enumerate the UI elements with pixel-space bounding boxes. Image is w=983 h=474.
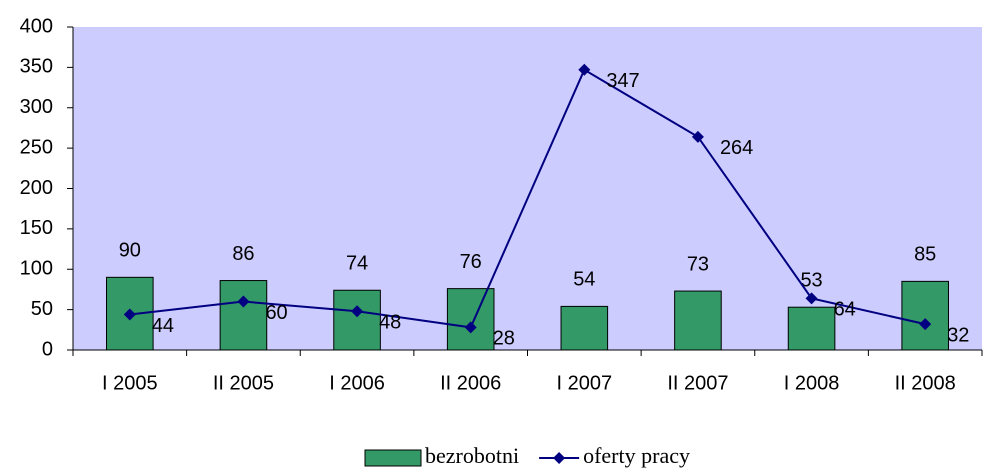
legend-swatch	[364, 449, 422, 467]
bar-label: 74	[346, 253, 368, 275]
marker	[919, 318, 932, 331]
bar-label: 76	[460, 251, 482, 273]
legend-label: bezrobotni	[425, 443, 519, 468]
line-label: 264	[720, 137, 753, 159]
y-tick-label: 350	[20, 56, 53, 78]
line-label: 64	[834, 299, 856, 321]
legend-marker	[553, 452, 566, 464]
bar-label: 73	[687, 253, 709, 275]
y-tick-label: 200	[20, 177, 53, 199]
marker	[691, 130, 704, 143]
line-label: 28	[493, 328, 515, 350]
x-tick-label: II 2007	[667, 372, 728, 394]
line-label: 347	[606, 70, 639, 92]
line-label: 32	[947, 324, 969, 346]
x-tick-label: II 2005	[213, 372, 274, 394]
bar-label: 86	[232, 243, 254, 265]
marker	[464, 321, 477, 334]
bar-label: 53	[800, 269, 822, 291]
x-tick-label: I 2007	[557, 372, 613, 394]
y-tick-label: 50	[31, 298, 53, 320]
bar	[901, 280, 949, 351]
line-label: 44	[152, 315, 174, 337]
y-tick-label: 400	[20, 15, 53, 37]
line	[129, 68, 926, 329]
x-tick-label: II 2008	[895, 372, 956, 394]
bar	[787, 306, 836, 351]
bar	[446, 288, 495, 351]
y-tick-label: 150	[20, 217, 53, 239]
bar-label: 85	[914, 244, 936, 266]
bar	[560, 305, 609, 351]
marker	[351, 305, 364, 318]
x-tick-label: I 2005	[102, 372, 158, 394]
line-label: 60	[265, 302, 287, 324]
y-tick-label: 0	[42, 338, 53, 360]
bar	[674, 290, 722, 351]
x-tick-label: I 2006	[329, 372, 385, 394]
legend-label: oferty pracy	[583, 443, 690, 468]
line-label: 48	[379, 312, 401, 334]
x-tick-label: I 2008	[784, 372, 840, 394]
marker	[123, 308, 136, 321]
marker	[578, 63, 591, 76]
marker	[237, 295, 250, 308]
y-tick-label: 300	[20, 96, 53, 118]
bar	[333, 289, 381, 351]
y-tick-label: 250	[20, 136, 53, 158]
bar-label: 54	[573, 269, 595, 291]
bar	[219, 280, 268, 351]
marker	[805, 292, 818, 305]
bar-label: 90	[119, 240, 141, 262]
x-tick-label: II 2006	[440, 372, 501, 394]
y-tick-label: 100	[20, 258, 53, 280]
